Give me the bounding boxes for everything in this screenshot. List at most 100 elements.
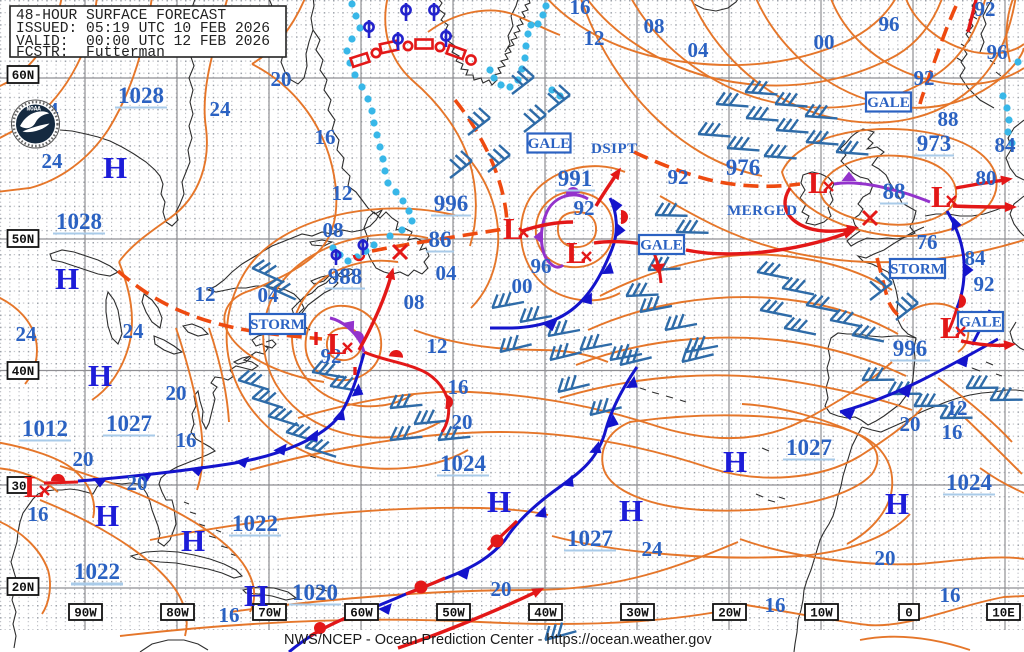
svg-text:04: 04 — [688, 38, 710, 62]
svg-text:GALE: GALE — [959, 315, 1002, 331]
svg-text:L: L — [24, 469, 45, 504]
svg-text:50N: 50N — [12, 233, 35, 247]
svg-text:L: L — [931, 179, 952, 214]
svg-text:H: H — [181, 523, 205, 558]
svg-text:20N: 20N — [12, 581, 35, 595]
svg-text:DSIPT: DSIPT — [591, 141, 638, 157]
svg-text:976: 976 — [726, 155, 761, 180]
svg-text:24: 24 — [42, 149, 64, 173]
svg-text:20: 20 — [127, 471, 148, 495]
svg-text:1022: 1022 — [74, 559, 120, 584]
svg-text:16: 16 — [28, 502, 49, 526]
svg-text:L: L — [503, 211, 524, 246]
svg-text:20: 20 — [491, 577, 512, 601]
svg-text:08: 08 — [323, 218, 344, 242]
svg-text:20: 20 — [271, 67, 292, 91]
svg-text:1024: 1024 — [440, 451, 487, 476]
svg-text:FCSTR: Futterman: FCSTR: Futterman — [16, 45, 165, 61]
svg-text:76: 76 — [917, 230, 938, 254]
svg-text:1027: 1027 — [106, 411, 152, 436]
svg-text:92: 92 — [975, 0, 996, 21]
svg-text:24: 24 — [123, 319, 145, 343]
svg-text:996: 996 — [893, 336, 928, 361]
svg-text:12: 12 — [947, 396, 968, 420]
svg-text:20: 20 — [900, 412, 921, 436]
svg-text:92: 92 — [914, 66, 935, 90]
svg-text:1020: 1020 — [292, 580, 338, 605]
svg-text:NWS/NCEP - Ocean Prediction Ce: NWS/NCEP - Ocean Prediction Center - htt… — [284, 632, 712, 648]
svg-text:1027: 1027 — [567, 526, 613, 551]
svg-text:20: 20 — [166, 381, 187, 405]
svg-text:1024: 1024 — [946, 470, 993, 495]
svg-text:16: 16 — [765, 593, 786, 617]
svg-text:NOAA: NOAA — [27, 106, 42, 113]
svg-text:10W: 10W — [810, 607, 833, 621]
svg-text:0: 0 — [905, 607, 913, 621]
svg-text:84: 84 — [995, 133, 1017, 157]
svg-text:L: L — [327, 326, 348, 361]
svg-text:GALE: GALE — [528, 136, 571, 152]
svg-text:40W: 40W — [534, 607, 557, 621]
svg-text:08: 08 — [644, 14, 665, 38]
svg-text:STORM: STORM — [250, 317, 305, 333]
svg-text:16: 16 — [448, 375, 469, 399]
svg-text:996: 996 — [434, 191, 469, 216]
svg-text:60N: 60N — [12, 69, 35, 83]
svg-text:1028: 1028 — [118, 83, 164, 108]
svg-text:24: 24 — [210, 97, 232, 121]
svg-text:80W: 80W — [166, 607, 189, 621]
svg-text:00: 00 — [814, 30, 835, 54]
svg-text:973: 973 — [917, 131, 952, 156]
svg-text:20W: 20W — [718, 607, 741, 621]
svg-text:96: 96 — [987, 40, 1008, 64]
svg-text:991: 991 — [558, 166, 593, 191]
svg-text:84: 84 — [965, 246, 987, 270]
svg-text:80: 80 — [976, 166, 997, 190]
svg-text:H: H — [723, 444, 747, 479]
svg-text:96: 96 — [531, 254, 552, 278]
svg-text:48-HOUR SURFACE FORECAST: 48-HOUR SURFACE FORECAST — [16, 8, 226, 24]
svg-text:92: 92 — [974, 272, 995, 296]
svg-text:40N: 40N — [12, 365, 35, 379]
svg-text:16: 16 — [940, 583, 961, 607]
svg-text:24: 24 — [642, 537, 664, 561]
svg-text:86: 86 — [429, 227, 452, 252]
svg-text:16: 16 — [942, 420, 963, 444]
svg-text:H: H — [885, 486, 909, 521]
svg-text:50W: 50W — [442, 607, 465, 621]
svg-text:H: H — [88, 358, 112, 393]
svg-text:70W: 70W — [258, 607, 281, 621]
svg-text:1022: 1022 — [232, 511, 278, 536]
svg-text:12: 12 — [195, 282, 216, 306]
svg-text:88: 88 — [938, 107, 959, 131]
svg-text:24: 24 — [16, 322, 38, 346]
svg-text:08: 08 — [404, 290, 425, 314]
svg-text:ISSUED: 05:19 UTC 10 FEB 2026: ISSUED: 05:19 UTC 10 FEB 2026 — [16, 21, 270, 37]
svg-text:20: 20 — [452, 410, 473, 434]
svg-text:12: 12 — [332, 181, 353, 205]
svg-text:12: 12 — [427, 334, 448, 358]
svg-text:16: 16 — [570, 0, 591, 19]
svg-text:1012: 1012 — [22, 416, 68, 441]
svg-text:H: H — [103, 150, 127, 185]
svg-text:H: H — [55, 261, 79, 296]
svg-text:04: 04 — [436, 261, 458, 285]
svg-text:GALE: GALE — [640, 238, 683, 254]
svg-text:20: 20 — [73, 447, 94, 471]
svg-text:MERGED: MERGED — [727, 203, 798, 219]
svg-text:L: L — [566, 235, 587, 270]
svg-text:H: H — [487, 484, 511, 519]
svg-text:1028: 1028 — [56, 209, 102, 234]
svg-text:1027: 1027 — [786, 435, 832, 460]
svg-text:30W: 30W — [626, 607, 649, 621]
svg-text:H: H — [619, 493, 643, 528]
svg-text:VALID: 00:00 UTC 12 FEB 2026: VALID: 00:00 UTC 12 FEB 2026 — [16, 34, 270, 50]
svg-text:60W: 60W — [350, 607, 373, 621]
svg-text:88: 88 — [883, 179, 906, 204]
svg-text:988: 988 — [328, 264, 363, 289]
svg-text:92: 92 — [668, 165, 689, 189]
svg-text:10E: 10E — [992, 607, 1015, 621]
svg-text:GALE: GALE — [867, 95, 910, 111]
svg-text:90W: 90W — [74, 607, 97, 621]
svg-text:96: 96 — [879, 12, 900, 36]
